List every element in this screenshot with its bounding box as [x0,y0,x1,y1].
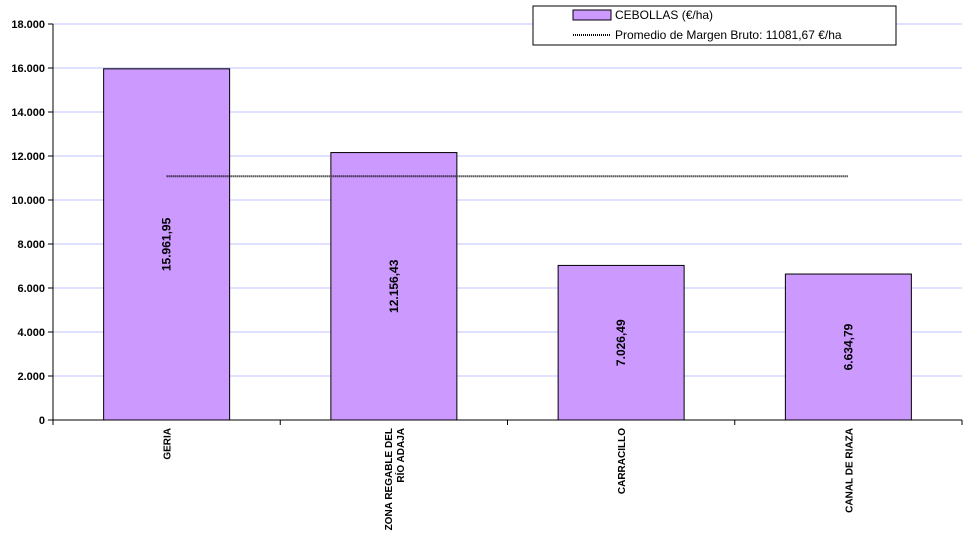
bar-value-label: 6.634,79 [841,323,855,370]
axes: 0 2.000 4.000 6.000 8.000 10.000 12.000 14.000 1… [11,19,963,530]
legend-label-series: CEBOLLAS (€/ha) [615,8,713,22]
y-tick-label: 18.000 [11,19,45,31]
x-category-label: ZONA REGABLE DEL RÍO ADAJA [384,428,407,530]
y-tick-label: 4.000 [17,327,45,339]
y-tick-label: 6.000 [17,283,45,295]
bar [330,152,458,421]
bar [103,68,231,421]
x-category-label-line: RÍO ADAJA [394,428,407,483]
x-category-label: CARRACILLO [617,428,628,494]
y-tick-label: 14.000 [11,107,45,119]
y-tick-label: 12.000 [11,151,45,163]
y-tick-label: 0 [39,415,45,427]
bar-value-label: 15.961,95 [160,217,174,271]
x-category-label-line: CANAL DE RIAZA [844,428,855,513]
y-tick-label: 16.000 [11,63,45,75]
legend-swatch-bar [572,9,612,21]
y-tick-label: 8.000 [17,239,45,251]
y-tick-label: 2.000 [17,371,45,383]
legend: CEBOLLAS (€/ha) Promedio de Margen Bruto… [532,5,897,46]
x-category-label: GERIA [163,428,174,460]
bar [784,273,912,421]
bars: 15.961,95 12.156,43 7.026,49 6.634,79 [103,68,912,421]
bar-value-label: 7.026,49 [614,319,628,366]
x-category-label-line: CARRACILLO [617,428,628,494]
legend-label-average: Promedio de Margen Bruto: 11081,67 €/ha [615,28,842,42]
y-tick-label: 10.000 [11,195,45,207]
bar-value-label: 12.156,43 [387,259,401,313]
x-category-label-line: GERIA [163,428,174,460]
bar [557,264,685,421]
x-category-label-line: ZONA REGABLE DEL [384,428,395,530]
x-category-label: CANAL DE RIAZA [844,428,855,513]
